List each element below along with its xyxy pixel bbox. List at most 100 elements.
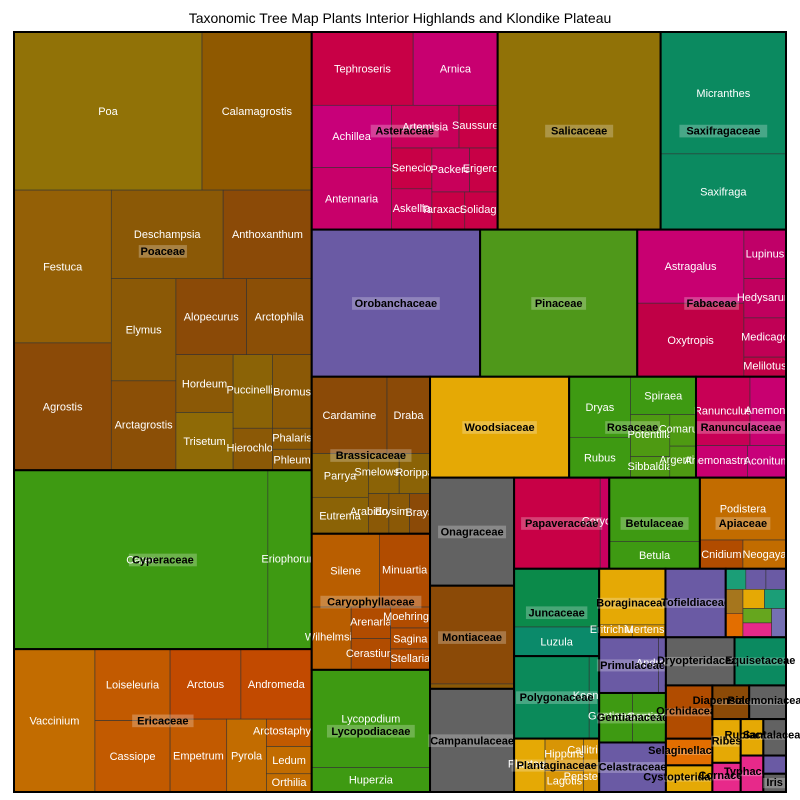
genus-label-vaccinium: Vaccinium [29, 715, 79, 727]
genus-rect-eriophorum [267, 469, 313, 650]
genus-label-artemisia: Artemisia [402, 121, 449, 133]
family-plantaginaceae: PlantagoHippurisLagotisCallitrichePenste… [508, 737, 619, 793]
genus-label-phalaris: Phalaris [272, 433, 312, 445]
family-celastraceae: Celastraceae [597, 741, 668, 794]
genus-label-erigeron: Erigeron [463, 163, 505, 175]
family-label-ericaceae: Ericaceae [137, 715, 188, 727]
genus-label-hierochloe: Hierochloe [226, 443, 279, 455]
family-saxifragaceae: Micranthes Saxifraga Saxifragaceae [659, 31, 787, 231]
family-label-poaceae: Poaceae [141, 246, 186, 258]
genus-label-sibbaldia: Sibbaldia [628, 461, 674, 473]
family-label-bg-boraginaceae [597, 597, 668, 609]
family-caryophyllaceae: Silene Minuartia Wilhelmsia Arenaria Cerasti… [305, 532, 438, 671]
genus-label-cnidium: Cnidium [701, 549, 741, 561]
genus-rect-elymus [110, 278, 177, 382]
family-label-polemoniaceae: Polemoniaceae [728, 695, 800, 707]
genus-rect-alopecurus [175, 278, 247, 355]
family-fabaceae: Astragalus Oxytropis Lupinus Hedysarum Medic… [636, 228, 793, 378]
family-lycopodiaceae: Lycopodium Huperzia Lycopodiaceae [310, 668, 432, 793]
family-salicaceae: Salicaceae [496, 31, 662, 231]
genus-rect-rorippa [398, 453, 431, 494]
genus-rect-spiraea [630, 376, 697, 415]
genus-rect-misc-7 [742, 608, 772, 624]
family-label-saxifragaceae: Saxifragaceae [686, 126, 760, 138]
genus-label-solidago: Solidago [460, 204, 503, 216]
genus-label-arctous: Arctous [187, 679, 225, 691]
genus-label-anemonastrum: Anemonastrum [684, 455, 759, 467]
genus-rect-andromeda [240, 648, 313, 720]
genus-rect-deschampsia [110, 189, 224, 279]
family-label-salicaceae: Salicaceae [551, 126, 607, 138]
genus-label-draba: Draba [394, 410, 425, 422]
genus-label-loiseleuria: Loiseleuria [106, 680, 160, 692]
genus-rect-anemone [749, 376, 787, 446]
family-label-santalaceae: Santalaceae [743, 730, 800, 742]
genus-label-oxytropis: Oxytropis [667, 335, 714, 347]
genus-label-gentiana: Gentiana [627, 711, 673, 723]
genus-rect-smelowskia [368, 453, 400, 494]
family-label-bg-dryopteridaceae [663, 656, 738, 667]
genus-label-trisetum: Trisetum [183, 436, 225, 448]
genus-label-pyrola: Pyrola [231, 750, 263, 762]
genus-rect-misc-6 [764, 589, 787, 609]
genus-label-festuca: Festuca [43, 261, 83, 273]
genus-rect-cardamine [311, 376, 388, 454]
genus-rect-misc-0 [725, 568, 747, 590]
family-label-bg-plantaginaceae [511, 759, 602, 772]
genus-label-orthilia: Orthilia [272, 777, 308, 789]
genus-rect-arctagrostis [110, 380, 177, 471]
genus-label-taraxacum: Taraxacum [421, 204, 475, 216]
genus-label-rubus: Rubus [584, 452, 616, 464]
family-label-orobanchaceae: Orobanchaceae [355, 298, 438, 310]
family-label-woodsiaceae: Woodsiaceae [465, 422, 535, 434]
family-label-bg-santalaceae [760, 735, 789, 740]
genus-label-cerastium: Cerastium [346, 648, 396, 660]
genus-label-rorippa: Rorippa [395, 467, 434, 479]
family-label-rosaceae: Rosaceae [607, 422, 658, 434]
genus-rect-antennaria [311, 167, 392, 230]
genus-label-mertensia: Mertensia [625, 624, 674, 636]
family-label-juncaceae: Juncaceae [529, 607, 585, 619]
genus-label-packera: Packera [431, 164, 472, 176]
genus-rect-saxifraga [660, 153, 787, 230]
genus-label-eritrichium: Eritrichium [590, 624, 642, 636]
family-label-asteraceae: Asteraceae [375, 126, 434, 138]
family-misc [724, 567, 788, 639]
genus-label-alopecurus: Alopecurus [184, 312, 240, 324]
genus-rect-neogaya [742, 539, 787, 570]
family-polemoniaceae: Polemoniaceae [728, 684, 800, 721]
family-label-bg-cyperaceae [128, 553, 197, 567]
genus-label-achillea: Achillea [332, 131, 371, 143]
family-label-bg-orchidaceae [665, 708, 714, 717]
genus-rect-wilhelmsia [311, 606, 352, 671]
genus-label-puccinellia: Puccinellia [226, 385, 279, 397]
genus-label-arenaria: Arenaria [350, 617, 392, 629]
family-label-bg-ranunculaceae [697, 421, 785, 434]
genus-rect-argentina [669, 445, 697, 478]
genus-rect-vaccinium [13, 648, 96, 793]
genus-label-carex: Carex [126, 555, 156, 567]
family-brassicaceae: Cardamine DrabaParryaEutremaSmelowskiaRor… [310, 375, 435, 535]
genus-label-deschampsia: Deschampsia [134, 229, 202, 241]
genus-rect-hierochloe [232, 427, 273, 471]
genus-label-anemone: Anemone [744, 405, 791, 417]
family-label-onagraceae: Onagraceae [441, 527, 504, 539]
family-label-bg-polemoniaceae [749, 699, 787, 705]
genus-rect-askellia [391, 188, 433, 230]
family-dryopteridaceae: Dryopteridaceae [657, 636, 743, 687]
genus-rect-orobanchaceae-0 [311, 229, 481, 378]
family-label-apiaceae: Apiaceae [719, 518, 767, 530]
family-label-polygonaceae: Polygonaceae [520, 692, 594, 704]
genus-rect-selaginellaceae-0 [665, 738, 713, 766]
genus-label-elymus: Elymus [126, 325, 163, 337]
genus-label-phleum: Phleum [273, 455, 310, 467]
family-label-bg-asteraceae [370, 124, 439, 138]
family-label-bg-celastraceae [597, 762, 668, 773]
genus-rect-misc-4 [725, 613, 744, 638]
genus-rect-oxytropis [636, 302, 745, 378]
genus-label-melilotus: Melilotus [743, 361, 787, 373]
family-betulaceae: Betula Betulaceae [608, 476, 701, 570]
